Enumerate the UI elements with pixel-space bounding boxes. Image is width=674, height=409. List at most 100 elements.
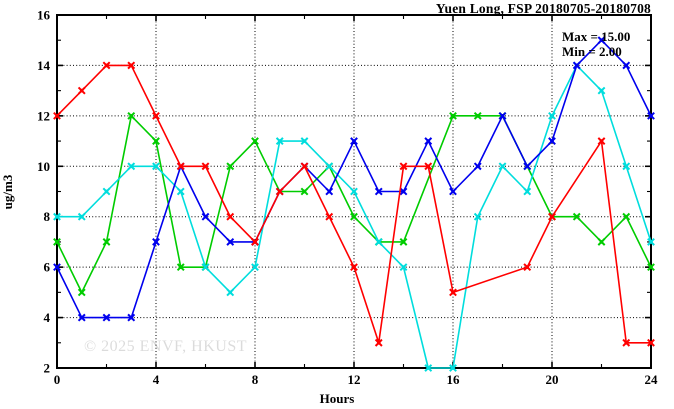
red-series-marker-center: [451, 290, 455, 295]
cyan-series-marker-center: [525, 189, 530, 194]
red-series-marker-center: [129, 63, 134, 68]
cyan-series-marker-center: [228, 290, 233, 295]
watermark: © 2025 ENVF, HKUST: [84, 338, 247, 355]
cyan-series-marker-center: [129, 164, 134, 169]
cyan-series-marker-center: [327, 164, 332, 169]
green-series-line: [56, 115, 652, 294]
red-series-marker-center: [253, 240, 257, 244]
cyan-series-marker-center: [550, 114, 554, 118]
red-series-marker-center: [104, 63, 109, 68]
cyan-series-marker-center: [624, 164, 629, 169]
cyan-series-marker-center: [79, 214, 84, 219]
max-annotation: Max = 15.00: [562, 29, 631, 44]
blue-series-marker-center: [426, 139, 431, 143]
blue-series-marker-center: [104, 315, 109, 320]
x-tick-label: 4: [153, 372, 160, 387]
cyan-series-marker-center: [649, 240, 653, 244]
blue-series-marker-center: [624, 63, 629, 68]
green-series-marker-center: [599, 240, 604, 244]
y-tick-label: 2: [44, 361, 51, 376]
y-tick-label: 6: [44, 260, 51, 275]
red-series-marker-center: [228, 214, 233, 219]
cyan-series-marker-center: [253, 265, 257, 269]
green-series-marker-center: [154, 139, 158, 143]
red-series-marker-center: [376, 340, 381, 345]
blue-series-marker-center: [649, 114, 653, 118]
chart-title: Yuen Long, FSP 20180705-20180708: [435, 1, 651, 16]
red-series-marker-center: [154, 114, 158, 118]
red-series-marker-center: [55, 114, 59, 118]
y-tick-label: 8: [44, 209, 51, 224]
red-series-marker-center: [649, 340, 653, 345]
x-tick-label: 16: [447, 372, 461, 387]
cyan-series-marker-center: [401, 265, 406, 269]
x-tick-label: 12: [348, 372, 361, 387]
cyan-series-marker-center: [277, 139, 282, 143]
green-series-marker-center: [451, 114, 455, 118]
x-tick-label: 20: [546, 372, 559, 387]
red-series-marker-center: [624, 340, 629, 345]
cyan-series-marker-center: [154, 164, 158, 169]
red-series-marker-center: [401, 164, 406, 169]
red-series-marker-center: [327, 214, 332, 219]
red-series-marker-center: [550, 214, 554, 219]
green-series-marker-center: [79, 290, 84, 295]
x-tick-label: 24: [645, 372, 659, 387]
x-tick-label: 0: [54, 372, 61, 387]
green-series-marker-center: [302, 189, 307, 194]
min-annotation: Min = 2.00: [562, 44, 622, 59]
blue-series-marker-center: [79, 315, 84, 320]
blue-series-marker-center: [203, 214, 208, 219]
blue-series-marker-center: [401, 189, 406, 194]
cyan-series-marker-center: [475, 214, 480, 219]
blue-series-marker-center: [500, 114, 505, 118]
green-series-marker-center: [253, 139, 257, 143]
red-series-marker-center: [203, 164, 208, 169]
green-series-marker-center: [649, 265, 653, 269]
red-series-marker-center: [525, 265, 530, 269]
blue-series-marker-center: [599, 38, 604, 43]
y-axis-label: ug/m3: [0, 174, 15, 210]
red-series-marker-center: [426, 164, 431, 169]
blue-series-marker-center: [451, 189, 455, 194]
red-series-marker-center: [302, 164, 307, 169]
green-series-marker-center: [129, 114, 134, 118]
cyan-series-marker-center: [376, 240, 381, 244]
cyan-series-marker-center: [451, 366, 455, 370]
blue-series-marker-center: [574, 63, 579, 68]
blue-series-marker-center: [525, 164, 530, 169]
green-series-marker-center: [624, 214, 629, 219]
red-series-marker-center: [599, 139, 604, 143]
cyan-series-marker-center: [104, 189, 109, 194]
cyan-series-marker-center: [302, 139, 307, 143]
cyan-series-marker-center: [352, 189, 356, 194]
cyan-series-marker-center: [599, 88, 604, 93]
cyan-series-marker-center: [426, 366, 431, 370]
blue-series-marker-center: [352, 139, 356, 143]
green-series-marker-center: [104, 240, 109, 244]
y-tick-label: 4: [44, 310, 51, 325]
cyan-series-marker-center: [500, 164, 505, 169]
y-tick-label: 14: [37, 58, 51, 73]
green-series-marker-center: [228, 164, 233, 169]
green-series-marker-center: [401, 240, 406, 244]
blue-series-marker-center: [327, 189, 332, 194]
red-series-marker-center: [352, 265, 356, 269]
blue-series-marker-center: [376, 189, 381, 194]
blue-series-marker-center: [129, 315, 134, 320]
green-series-marker-center: [55, 240, 59, 244]
green-series-marker-center: [352, 214, 356, 219]
blue-series-marker-center: [228, 240, 233, 244]
blue-series-marker-center: [550, 139, 554, 143]
red-series-marker-center: [277, 189, 282, 194]
red-series-line: [56, 64, 651, 344]
blue-series-marker-center: [154, 240, 158, 244]
y-tick-label: 12: [37, 108, 50, 123]
cyan-series-marker-center: [203, 265, 208, 269]
blue-series-marker-center: [475, 164, 480, 169]
green-series-marker-center: [574, 214, 579, 219]
x-tick-label: 8: [252, 372, 259, 387]
cyan-series-marker-center: [178, 189, 183, 194]
